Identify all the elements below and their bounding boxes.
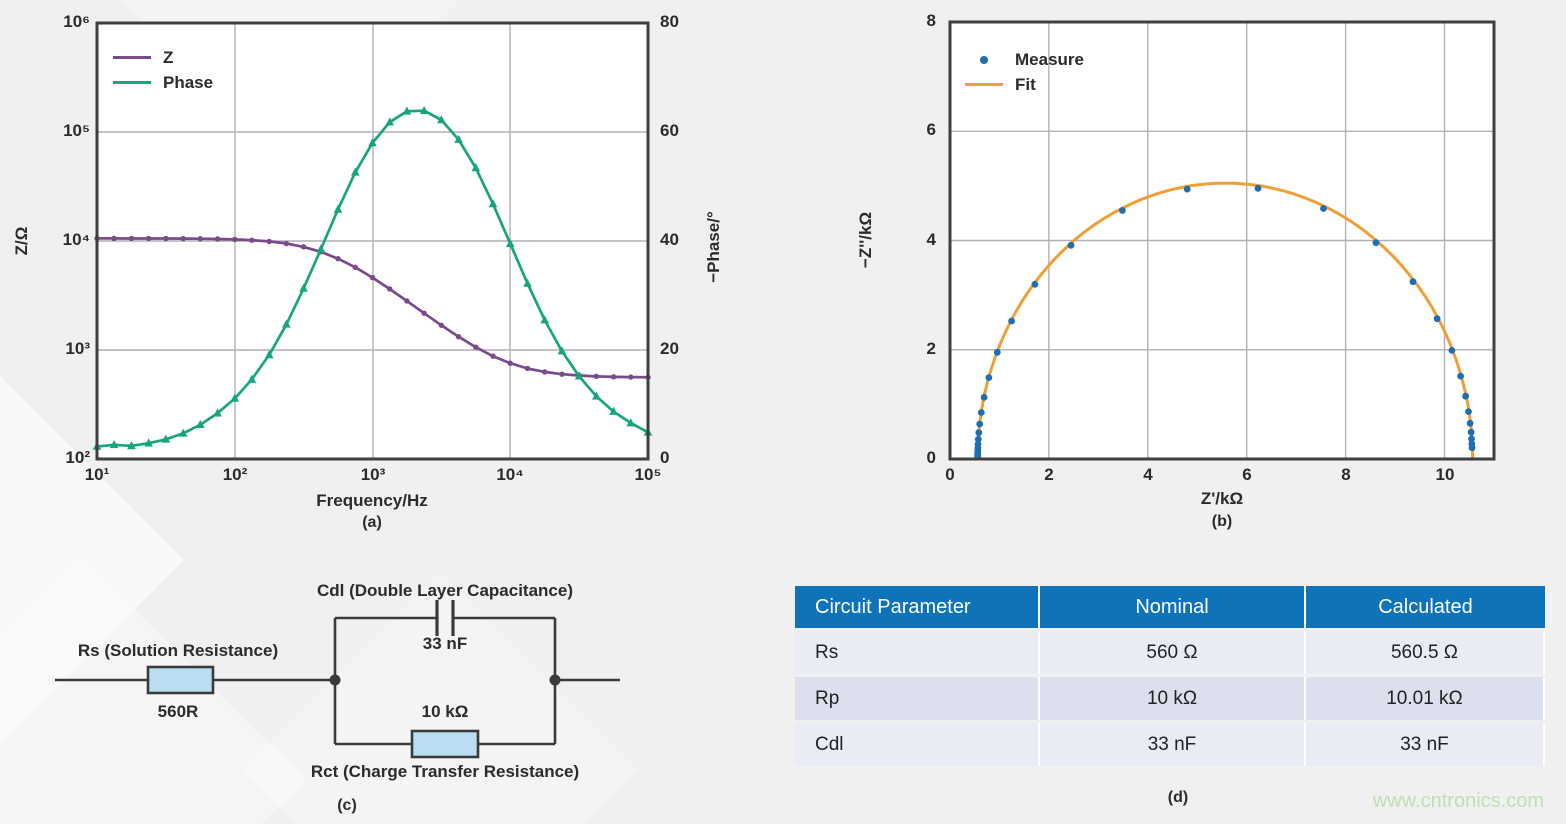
axis-tick: 8 bbox=[926, 11, 936, 30]
axis-tick: 80 bbox=[660, 12, 679, 31]
axis-tick: 6 bbox=[1242, 465, 1252, 484]
axis-tick: 20 bbox=[660, 339, 679, 358]
axis-tick: 10² bbox=[222, 465, 248, 484]
watermark-text: www.cntronics.com bbox=[1372, 790, 1544, 812]
axis-tick: 0 bbox=[945, 465, 955, 484]
table-cell: 33 nF bbox=[1040, 723, 1306, 766]
table-row: Cdl 33 nF 33 nF bbox=[795, 723, 1545, 766]
axis-tick: 10³ bbox=[65, 339, 90, 358]
bode-plot bbox=[92, 21, 653, 461]
axis-tick: 4 bbox=[1143, 465, 1153, 484]
axis-tick: 10⁴ bbox=[62, 230, 90, 249]
junction-node bbox=[549, 674, 561, 686]
results-table: Circuit Parameter Nominal Calculated Rs … bbox=[795, 586, 1545, 766]
legend-label: Fit bbox=[1015, 74, 1036, 94]
bode-y-axis-label: Z/Ω bbox=[12, 226, 31, 256]
nyquist-y-axis-label: −Z''/kΩ bbox=[856, 211, 875, 269]
table-row: Rs 560 Ω 560.5 Ω bbox=[795, 631, 1545, 674]
bode-x-axis-label: Frequency/Hz bbox=[316, 491, 428, 510]
legend-line-swatch bbox=[113, 80, 151, 85]
bode-legend: Z Phase bbox=[113, 45, 213, 95]
axis-tick: 4 bbox=[926, 230, 936, 249]
table-cell: 10 kΩ bbox=[1040, 677, 1306, 720]
axis-tick: 8 bbox=[1341, 465, 1351, 484]
nyquist-legend: Measure Fit bbox=[965, 47, 1084, 97]
circuit-diagram bbox=[55, 600, 620, 759]
bode-phase-axis-label: −Phase/° bbox=[704, 211, 723, 283]
axis-tick: 40 bbox=[660, 230, 679, 249]
legend-dot-swatch bbox=[980, 55, 988, 64]
nyquist-x-axis-label: Z'/kΩ bbox=[1200, 489, 1244, 508]
nyquist-plot bbox=[948, 20, 1496, 461]
axis-tick: 10 bbox=[1435, 465, 1455, 484]
table-cell: 33 nF bbox=[1306, 723, 1545, 766]
nyquist-series bbox=[974, 181, 1476, 460]
axis-tick: 10³ bbox=[360, 465, 386, 484]
axis-tick: 2 bbox=[926, 339, 936, 358]
table-cell: 10.01 kΩ bbox=[1306, 677, 1545, 720]
table-cell: Cdl bbox=[795, 723, 1040, 766]
axis-tick: 10² bbox=[65, 448, 90, 467]
axis-tick: 10⁵ bbox=[63, 121, 90, 140]
bode-frame bbox=[95, 21, 650, 461]
legend-label: Z bbox=[163, 47, 174, 67]
table-cell: 560.5 Ω bbox=[1306, 631, 1545, 674]
rct-label: Rct (Charge Transfer Resistance) bbox=[310, 762, 580, 781]
axis-tick: 6 bbox=[926, 120, 936, 139]
axis-tick: 10⁶ bbox=[63, 12, 90, 31]
table-header-nominal: Nominal bbox=[1040, 586, 1306, 628]
legend-label: Measure bbox=[1015, 49, 1084, 69]
axis-tick: 10⁵ bbox=[634, 465, 662, 484]
table-cell: 560 Ω bbox=[1040, 631, 1306, 674]
bode-series bbox=[92, 105, 653, 450]
resistor-rs-icon bbox=[146, 665, 215, 695]
table-cell: Rp bbox=[795, 677, 1040, 720]
axis-tick: 10⁴ bbox=[496, 465, 524, 484]
table-header-parameter: Circuit Parameter bbox=[795, 586, 1040, 628]
table-cell: Rs bbox=[795, 631, 1040, 674]
resistor-rct-icon bbox=[410, 729, 480, 759]
rs-value: 560R bbox=[157, 702, 199, 721]
legend-item-fit: Fit bbox=[965, 72, 1084, 97]
cdl-value: 33 nF bbox=[422, 634, 468, 653]
cdl-label: Cdl (Double Layer Capacitance) bbox=[316, 581, 574, 600]
axis-tick: 0 bbox=[926, 448, 936, 467]
axis-tick: 0 bbox=[660, 448, 670, 467]
legend-label: Phase bbox=[163, 72, 214, 92]
subfigure-caption-a: (a) bbox=[362, 514, 382, 531]
rs-label: Rs (Solution Resistance) bbox=[77, 641, 279, 660]
legend-line-swatch bbox=[113, 55, 151, 60]
subfigure-caption-d: (d) bbox=[1167, 789, 1189, 806]
legend-item-phase: Phase bbox=[113, 70, 213, 95]
subfigure-caption-b: (b) bbox=[1211, 513, 1233, 530]
junction-node bbox=[329, 674, 341, 686]
nyquist-frame bbox=[948, 20, 1496, 461]
capacitor-icon bbox=[435, 600, 455, 636]
legend-item-z: Z bbox=[113, 45, 213, 70]
legend-item-measure: Measure bbox=[965, 47, 1084, 72]
table-header-calculated: Calculated bbox=[1378, 595, 1473, 618]
table-header-row: Circuit Parameter Nominal Calculated bbox=[795, 586, 1545, 628]
axis-tick: 10¹ bbox=[84, 465, 110, 484]
legend-line-swatch bbox=[965, 82, 1003, 87]
axis-tick: 2 bbox=[1044, 465, 1054, 484]
axis-tick: 60 bbox=[660, 121, 679, 140]
rct-value: 10 kΩ bbox=[421, 702, 469, 721]
subfigure-caption-c: (c) bbox=[337, 797, 357, 814]
nyquist-gridlines bbox=[950, 22, 1494, 459]
table-row: Rp 10 kΩ 10.01 kΩ bbox=[795, 677, 1545, 720]
